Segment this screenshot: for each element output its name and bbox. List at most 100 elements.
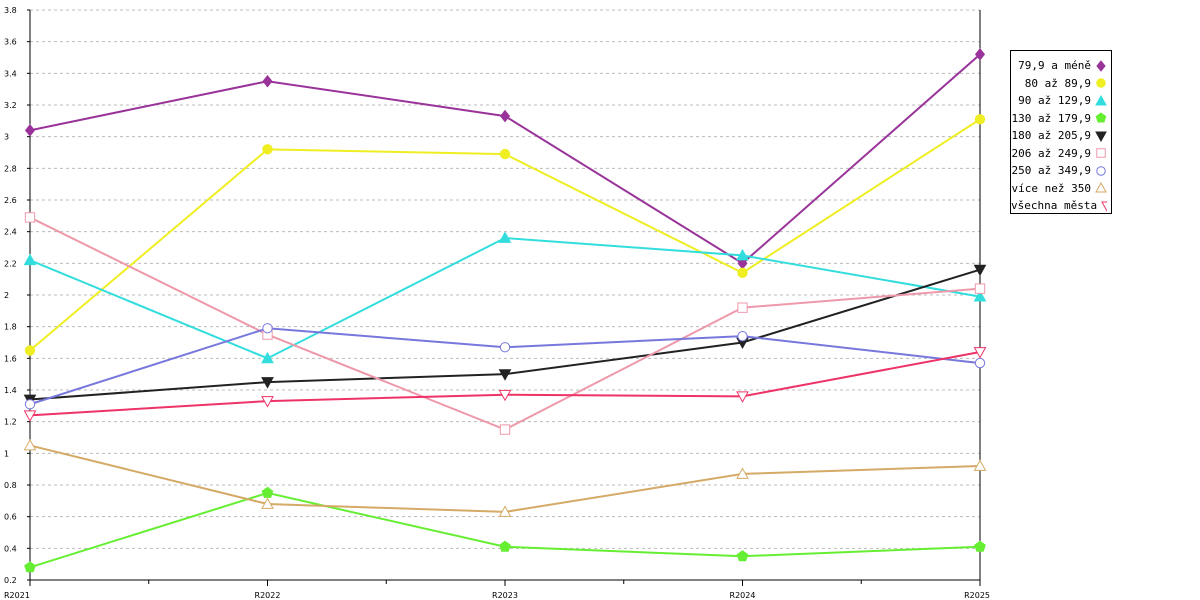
series-7-point [261,497,274,509]
series-0-point [24,124,36,137]
legend-marker [1095,131,1107,142]
legend-marker [1096,78,1106,88]
series-5-point [974,283,986,294]
series-2-line [29,236,981,360]
series-7-point [736,467,749,479]
x-tick-label: R2022 [255,591,281,600]
series-lines [29,53,981,569]
legend-marker-icon [1096,166,1106,176]
legend: 79,9 a méně 80 až 89,9 90 až 129,9 130 až 1… [1010,50,1112,214]
legend-label: 90 až 129,9 [1018,94,1091,108]
y-tick-label: 0.4 [4,544,17,553]
y-tick-label: 3 [4,133,9,142]
series-4-point [498,369,512,381]
legend-label: 206 až 249,9 [1011,146,1091,160]
series-7-point [498,505,512,517]
legend-marker [1096,59,1106,72]
series-1-point [24,345,36,356]
y-tick-label: 1 [4,449,9,458]
legend-marker [1101,201,1107,212]
series-5-point [499,424,511,435]
legend-label: 80 až 89,9 [1024,76,1091,90]
y-tick-label: 0.6 [4,513,17,522]
series-2-point [736,248,749,261]
legend-item: 206 až 249,9 [1011,145,1111,163]
legend-marker-icon [1096,78,1106,88]
series-6-point [737,330,748,342]
series-1-point [499,148,511,160]
legend-label: více než 350 [1011,181,1091,195]
legend-marker-icon [1096,59,1106,72]
legend-item: všechna města [1011,197,1111,215]
series-8-point [498,389,512,402]
y-tick-label: 0.8 [4,481,17,490]
legend-item: 130 až 179,9 [1011,110,1111,128]
series-4-point [261,377,274,389]
legend-marker [1095,112,1107,123]
y-tick-label: 1.2 [4,418,17,427]
series-7-point [23,438,37,451]
y-tick-label: 3.6 [4,38,17,47]
legend-item: více než 350 [1011,180,1111,198]
y-tick-label: 1.4 [4,386,17,395]
legend-label: 180 až 205,9 [1011,129,1091,143]
series-3-point [974,540,986,552]
legend-marker-icon [1101,201,1107,212]
gridlines [30,9,980,549]
series-4-point [973,264,987,277]
legend-marker [1096,148,1106,158]
legend-marker-icon [1095,112,1107,123]
legend-item: 90 až 129,9 [1011,92,1111,110]
y-tick-label: 2.6 [4,196,17,205]
y-tick-label: 2 [4,291,9,300]
series-7-point [973,459,987,471]
series-2-point [23,253,37,266]
series-6-point [974,357,986,369]
y-tick-label: 3.8 [4,6,17,15]
series-3-point [736,550,749,562]
series-6-point [24,399,36,410]
x-tick-label: R2021 [4,591,30,600]
y-tick-label: 1.8 [4,323,17,332]
series-8-point [261,396,274,408]
series-1-point [974,114,986,125]
y-tick-label: 2.4 [4,228,17,237]
legend-marker [1095,94,1107,106]
legend-marker-icon [1096,148,1106,158]
series-3-point [24,561,36,573]
legend-item: 250 až 349,9 [1011,162,1111,180]
legend-marker [1096,166,1106,176]
series-2-point [261,351,274,364]
series-8-point [736,391,749,403]
series-8-line [29,351,981,417]
legend-item: 80 až 89,9 [1011,75,1111,93]
legend-label: 130 až 179,9 [1011,111,1091,125]
series-3-point [261,486,274,498]
legend-marker-icon [1095,94,1107,106]
series-8-point [973,347,987,359]
y-tick-label: 2.2 [4,259,17,268]
legend-label: 79,9 a méně [1018,59,1091,73]
y-tick-label: 2.8 [4,164,17,173]
y-tick-label: 1.6 [4,354,17,363]
legend-label: 250 až 349,9 [1011,164,1091,178]
series-6-point [262,323,273,334]
series-3-line [29,491,981,569]
series-1-point [262,144,273,155]
legend-label: všechna města [1011,199,1098,213]
series-5-point [737,302,748,313]
x-tick-label: R2024 [730,591,756,600]
series-0-point [974,48,986,61]
legend-marker-icon [1095,182,1107,193]
series-0-point [262,74,273,88]
legend-marker-icon [1095,131,1107,142]
x-tick-label: R2023 [492,591,518,600]
series-markers [23,48,987,573]
y-tick-label: 3.4 [4,69,17,78]
series-5-point [24,212,36,223]
y-tick-label: 3.2 [4,101,17,110]
series-1-point [737,267,748,279]
series-0-point [499,109,511,123]
legend-item: 180 až 205,9 [1011,127,1111,145]
